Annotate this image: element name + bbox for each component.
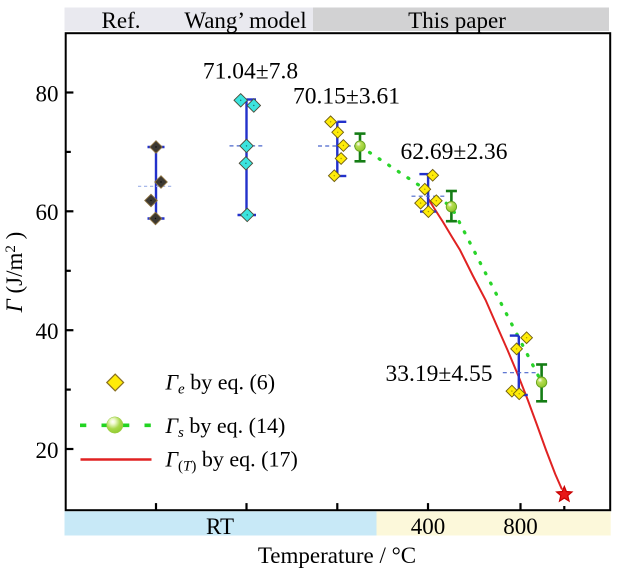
svg-text:40: 40 [36, 319, 59, 344]
svg-text:This paper: This paper [408, 8, 506, 33]
svg-text:70.15±3.61: 70.15±3.61 [293, 84, 400, 110]
svg-text:71.04±7.8: 71.04±7.8 [203, 59, 298, 85]
svg-text:80: 80 [36, 81, 59, 106]
svg-text:RT: RT [206, 514, 234, 539]
svg-text:Γe by eq. (6): Γe by eq. (6) [165, 370, 276, 398]
svg-text:62.69±2.36: 62.69±2.36 [401, 139, 508, 165]
svg-text:Temperature / °C: Temperature / °C [258, 543, 416, 568]
svg-text:Γ(T) by eq. (17): Γ(T) by eq. (17) [165, 447, 298, 475]
svg-text:400: 400 [411, 514, 446, 539]
svg-text:Γ (J/m2 ): Γ (J/m2 ) [2, 232, 27, 314]
svg-text:800: 800 [503, 514, 538, 539]
svg-text:Ref.: Ref. [102, 8, 141, 33]
svg-text:60: 60 [36, 200, 59, 225]
svg-text:Γs by eq. (14): Γs by eq. (14) [165, 413, 286, 441]
svg-text:Wang’ model: Wang’ model [184, 8, 306, 33]
svg-text:33.19±4.55: 33.19±4.55 [386, 361, 493, 387]
svg-text:20: 20 [36, 438, 59, 463]
